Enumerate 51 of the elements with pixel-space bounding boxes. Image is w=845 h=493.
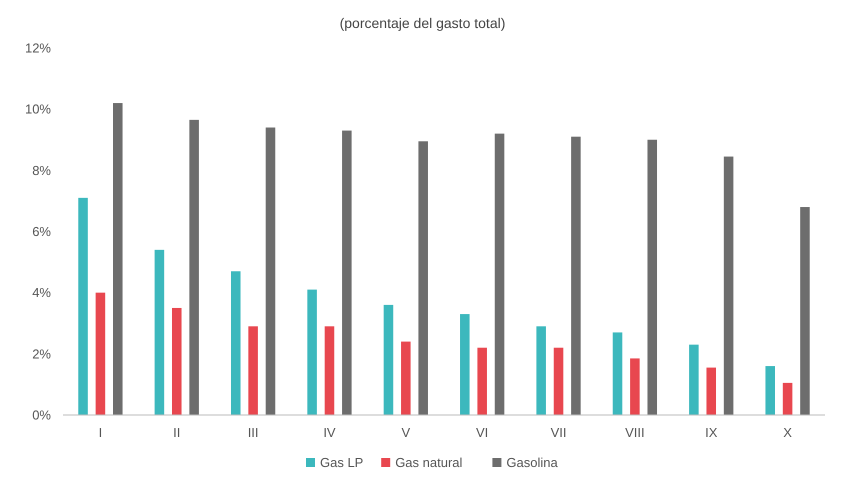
bar bbox=[477, 348, 487, 415]
x-tick-label: III bbox=[248, 425, 259, 440]
bar bbox=[689, 344, 699, 415]
bar bbox=[401, 342, 411, 415]
bar bbox=[154, 250, 164, 415]
bar bbox=[96, 292, 106, 415]
bar bbox=[612, 332, 622, 415]
x-tick-label: VIII bbox=[625, 425, 645, 440]
bar bbox=[384, 304, 394, 415]
y-tick-label: 0% bbox=[32, 408, 52, 423]
x-tick-label: IV bbox=[323, 425, 336, 440]
y-tick-label: 2% bbox=[32, 346, 52, 362]
legend-label: Gasolina bbox=[506, 455, 558, 470]
bar bbox=[342, 130, 352, 415]
x-tick-label: IX bbox=[705, 425, 718, 440]
bar bbox=[765, 366, 775, 415]
chart-title: (porcentaje del gasto total) bbox=[340, 15, 506, 31]
x-tick-label: I bbox=[98, 425, 102, 440]
bar bbox=[230, 271, 241, 415]
bar bbox=[172, 308, 182, 415]
bar bbox=[189, 120, 199, 415]
bar bbox=[418, 141, 428, 415]
bar bbox=[647, 140, 658, 415]
bar bbox=[706, 368, 716, 415]
y-tick-label: 12% bbox=[24, 40, 52, 56]
bar bbox=[113, 103, 123, 415]
bar bbox=[248, 326, 258, 415]
y-tick-label: 6% bbox=[32, 224, 52, 240]
bar bbox=[460, 314, 470, 415]
bar bbox=[307, 290, 317, 415]
bar bbox=[800, 207, 810, 415]
y-tick-label: 10% bbox=[24, 102, 52, 117]
bar bbox=[630, 358, 640, 415]
x-tick-label: X bbox=[783, 425, 792, 440]
bar bbox=[724, 156, 734, 415]
legend-label: Gas natural bbox=[395, 455, 463, 470]
bar bbox=[782, 382, 792, 415]
x-tick-label: VI bbox=[476, 425, 488, 440]
bar bbox=[571, 136, 581, 415]
x-tick-label: II bbox=[173, 425, 180, 440]
bar bbox=[78, 198, 88, 415]
x-tick-label: VII bbox=[550, 425, 566, 440]
bar bbox=[494, 134, 504, 415]
legend-label: Gas LP bbox=[320, 455, 364, 470]
x-tick-label: V bbox=[401, 425, 410, 440]
bar bbox=[324, 326, 334, 415]
bar bbox=[266, 128, 276, 415]
bar bbox=[554, 348, 564, 415]
bar bbox=[536, 326, 546, 415]
y-tick-label: 4% bbox=[32, 285, 52, 300]
y-tick-label: 8% bbox=[32, 162, 52, 178]
